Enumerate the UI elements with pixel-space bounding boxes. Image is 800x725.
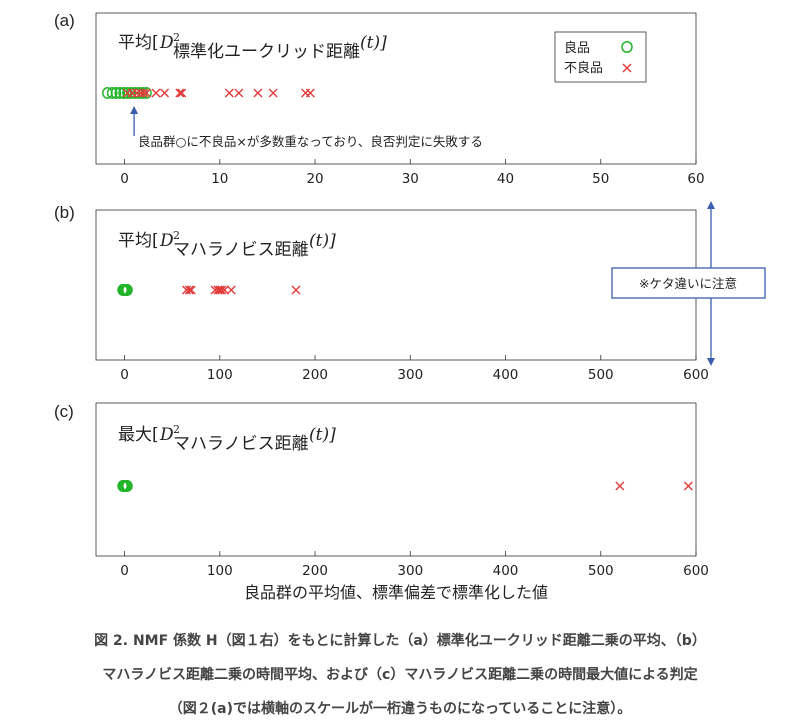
panel-title-sub-2: マハラノビス距離 bbox=[173, 240, 309, 260]
figure-caption-line-2: マハラノビス距離二乗の時間平均、および（c）マハラノビス距離二乗の時間最大値によ… bbox=[102, 667, 698, 683]
x-axis-label: 良品群の平均値、標準偏差で標準化した値 bbox=[244, 583, 548, 602]
panel-title-math-1: D bbox=[159, 33, 174, 53]
legend-bad-marker bbox=[622, 63, 632, 73]
good-marker-2-5 bbox=[122, 284, 133, 296]
defect-marker-1-9 bbox=[177, 88, 187, 98]
defect-marker-1-8 bbox=[175, 88, 185, 98]
good-marker-1-10 bbox=[141, 87, 152, 99]
x-tick-label-1-4: 40 bbox=[497, 171, 514, 187]
defect-marker-1-11 bbox=[234, 88, 244, 98]
annotation-text: 良品群○に不良品×が多数重なっており、良否判定に失敗する bbox=[138, 134, 483, 149]
x-tick-label-1-1: 10 bbox=[211, 171, 228, 187]
x-tick-label-1-2: 20 bbox=[306, 171, 323, 187]
x-tick-label-1-3: 30 bbox=[402, 171, 419, 187]
legend-label-bad: 不良品 bbox=[564, 60, 603, 76]
x-tick-label-3-5: 500 bbox=[588, 563, 614, 579]
panel-title-sub-3: マハラノビス距離 bbox=[173, 434, 309, 454]
defect-marker-1-15 bbox=[305, 88, 315, 98]
defect-marker-2-9 bbox=[291, 285, 301, 295]
x-tick-label-2-5: 500 bbox=[588, 367, 614, 383]
defect-marker-1-4 bbox=[139, 88, 149, 98]
defect-marker-1-12 bbox=[253, 88, 263, 98]
panel-label-1: (a) bbox=[54, 11, 75, 30]
good-marker-1-1 bbox=[106, 87, 118, 99]
panel-title-sup-3: 2 bbox=[173, 423, 180, 436]
legend-box bbox=[554, 31, 647, 83]
x-tick-label-2-6: 600 bbox=[683, 367, 709, 383]
defect-marker-2-6 bbox=[217, 285, 227, 295]
x-tick-label-2-1: 100 bbox=[207, 367, 233, 383]
good-marker-1-2 bbox=[110, 87, 122, 99]
x-tick-label-2-3: 300 bbox=[397, 367, 423, 383]
x-tick-label-3-1: 100 bbox=[207, 563, 233, 579]
panel-title-tail-2: (t)] bbox=[309, 231, 336, 251]
panel-title-sub-1: 標準化ユークリッド距離 bbox=[173, 42, 360, 62]
defect-marker-3-1 bbox=[683, 481, 693, 491]
panel-title-tail-3: (t)] bbox=[309, 425, 336, 445]
x-tick-label-1-0: 0 bbox=[120, 171, 129, 187]
panel-label-3: (c) bbox=[54, 402, 74, 421]
defect-marker-2-4 bbox=[213, 285, 223, 295]
defect-marker-1-10 bbox=[224, 88, 234, 98]
figure-caption-line-1: 図 2. NMF 係数 H（図１右）をもとに計算した（a）標準化ユークリッド距離… bbox=[94, 633, 706, 649]
x-tick-label-1-6: 60 bbox=[687, 171, 704, 187]
side-note-text: ※ケタ違いに注意 bbox=[639, 276, 737, 291]
plot-area-3 bbox=[95, 402, 697, 557]
defect-marker-2-2 bbox=[186, 285, 196, 295]
defect-marker-3-0 bbox=[615, 481, 625, 491]
legend-good-marker bbox=[621, 41, 633, 53]
panel-title-prefix-1: 平均[ bbox=[118, 33, 159, 53]
x-tick-label-2-4: 400 bbox=[493, 367, 519, 383]
x-tick-label-3-2: 200 bbox=[302, 563, 328, 579]
defect-marker-1-5 bbox=[141, 88, 151, 98]
panel-title-sup-2: 2 bbox=[173, 229, 180, 242]
x-tick-label-3-0: 0 bbox=[120, 563, 129, 579]
x-tick-label-1-5: 50 bbox=[592, 171, 609, 187]
defect-marker-1-7 bbox=[160, 88, 170, 98]
figure-caption-line-3: （図２(a)では横軸のスケールが一桁違うものになっていることに注意）。 bbox=[168, 701, 632, 717]
plot-area-2 bbox=[95, 209, 697, 361]
x-tick-label-2-2: 200 bbox=[302, 367, 328, 383]
x-tick-label-2-0: 0 bbox=[120, 367, 129, 383]
good-marker-1-3 bbox=[114, 87, 126, 99]
defect-marker-1-13 bbox=[268, 88, 278, 98]
panel-title-prefix-2: 平均[ bbox=[118, 231, 159, 251]
panel-title-tail-1: (t)] bbox=[360, 33, 387, 53]
defect-marker-1-6 bbox=[151, 88, 161, 98]
panel-title-math-3: D bbox=[159, 425, 174, 445]
x-tick-label-3-3: 300 bbox=[397, 563, 423, 579]
x-tick-label-3-4: 400 bbox=[493, 563, 519, 579]
defect-marker-1-2 bbox=[132, 88, 142, 98]
defect-marker-2-1 bbox=[184, 285, 194, 295]
good-marker-1-7 bbox=[129, 87, 141, 99]
x-tick-label-3-6: 600 bbox=[683, 563, 709, 579]
panel-title-prefix-3: 最大[ bbox=[118, 425, 159, 445]
defect-marker-2-8 bbox=[226, 285, 236, 295]
panel-title-sup-1: 2 bbox=[173, 31, 180, 44]
panel-label-2: (b) bbox=[54, 203, 75, 222]
panel-title-math-2: D bbox=[159, 231, 174, 251]
side-note-box bbox=[611, 267, 766, 299]
legend-label-good: 良品 bbox=[564, 40, 590, 56]
defect-marker-2-7 bbox=[220, 285, 230, 295]
good-marker-3-5 bbox=[122, 480, 133, 492]
